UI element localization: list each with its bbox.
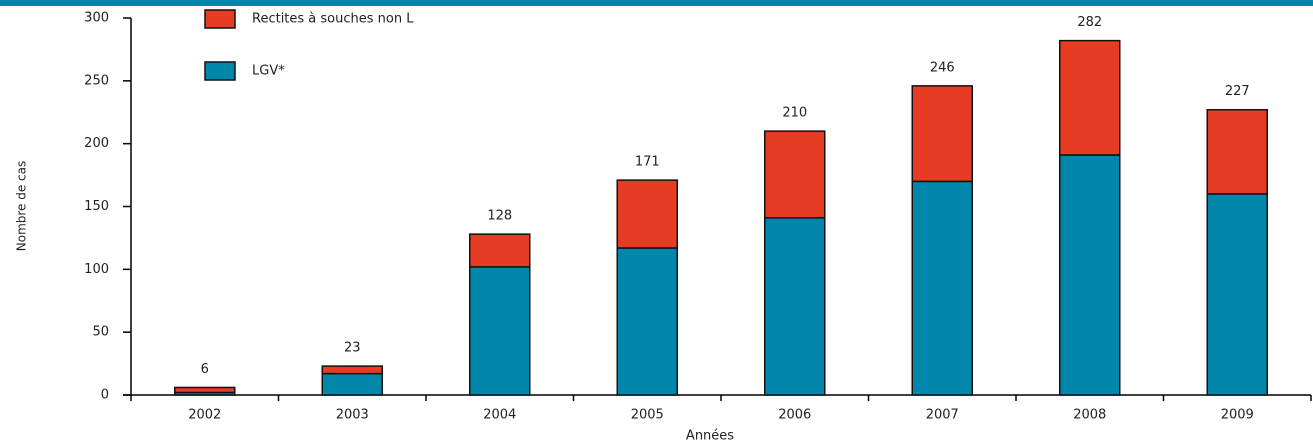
- y-tick-label: 100: [84, 262, 109, 277]
- x-tick-label: 2004: [483, 408, 516, 423]
- bar-segment: [469, 233, 531, 268]
- x-axis-label: Années: [686, 429, 734, 444]
- bar-segment: [1059, 39, 1121, 156]
- total-label: 6: [201, 362, 209, 377]
- y-tick-label: 150: [84, 199, 109, 214]
- y-tick-label: 50: [92, 325, 109, 340]
- bar-segment: [1059, 154, 1121, 396]
- y-tick-label: 300: [84, 11, 109, 26]
- x-tick-label: 2003: [336, 408, 369, 423]
- legend-label: LGV*: [252, 64, 285, 79]
- total-label: 246: [930, 60, 955, 75]
- y-tick-label: 0: [101, 388, 109, 403]
- total-label: 227: [1225, 84, 1250, 99]
- bar-segment: [911, 85, 973, 183]
- x-tick-label: 2009: [1221, 408, 1254, 423]
- total-label: 210: [782, 106, 807, 121]
- bar-segment: [321, 365, 383, 375]
- bar-segment: [1206, 108, 1268, 195]
- x-tick-label: 2002: [188, 408, 221, 423]
- y-axis-label: Nombre de cas: [15, 161, 29, 252]
- bar-segment: [764, 217, 826, 396]
- top-border: [0, 0, 1313, 6]
- total-label: 23: [344, 341, 361, 356]
- bar-segment: [321, 372, 383, 396]
- legend-swatch: [204, 9, 236, 29]
- bar-segment: [616, 179, 678, 249]
- legend-swatch: [204, 61, 236, 81]
- total-label: 128: [487, 209, 512, 224]
- bar-segment: [616, 247, 678, 396]
- total-label: 282: [1077, 15, 1102, 30]
- bar-segment: [1206, 193, 1268, 396]
- bar-segment: [174, 386, 236, 394]
- legend-label: Rectites à souches non L: [252, 12, 414, 27]
- bar-segment: [911, 180, 973, 396]
- x-tick-label: 2006: [778, 408, 811, 423]
- bar-segment: [764, 130, 826, 219]
- total-label: 171: [635, 155, 660, 170]
- y-tick-label: 200: [84, 136, 109, 151]
- x-tick-label: 2005: [631, 408, 664, 423]
- x-tick-label: 2008: [1073, 408, 1106, 423]
- bar-segment: [469, 266, 531, 396]
- x-tick-label: 2007: [926, 408, 959, 423]
- y-tick-label: 250: [84, 73, 109, 88]
